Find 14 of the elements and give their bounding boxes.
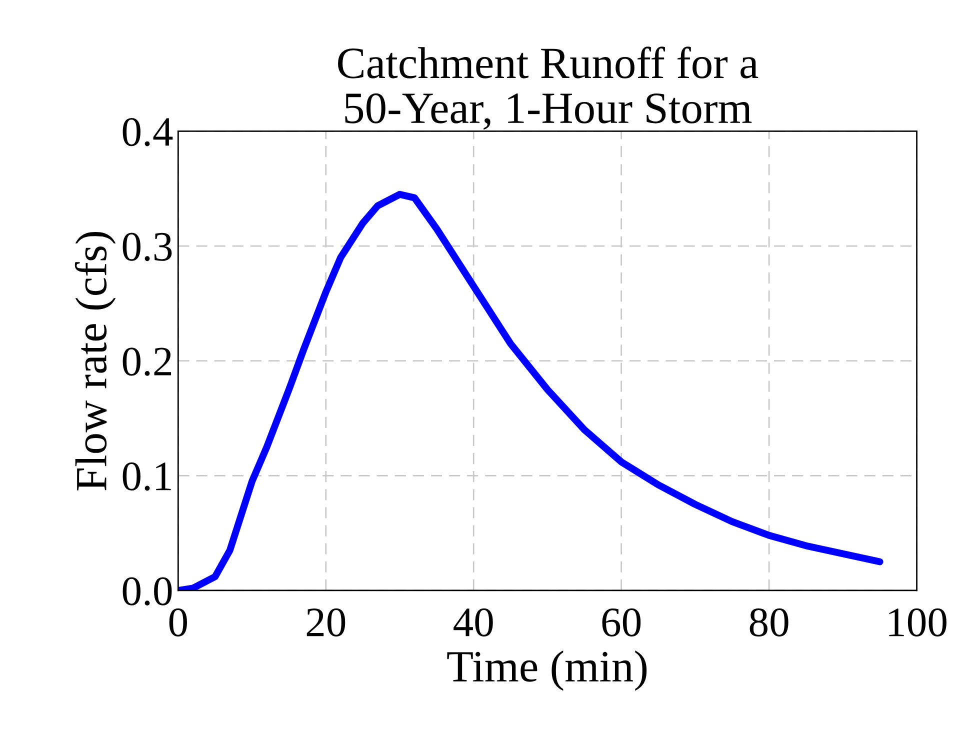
x-tick-label: 20 bbox=[306, 608, 346, 636]
y-tick-label: 0.1 bbox=[122, 462, 171, 491]
x-tick-label: 40 bbox=[454, 608, 493, 636]
x-tick-label: 0 bbox=[169, 608, 187, 636]
x-tick-label: 60 bbox=[602, 608, 641, 636]
y-tick-label: 0.3 bbox=[122, 232, 172, 262]
x-tick-label: 100 bbox=[889, 608, 946, 636]
chart-title: Catchment Runoff for a 50-Year, 1-Hour Storm bbox=[338, 46, 758, 130]
x-axis-title: Time (min) bbox=[447, 650, 647, 691]
y-tick-label: 0.2 bbox=[122, 348, 171, 376]
x-tick-label: 80 bbox=[750, 608, 788, 636]
y-axis-title: Flow rate (cfs) bbox=[74, 232, 116, 490]
y-tick-label: 0.0 bbox=[122, 577, 172, 606]
y-tick-label: 0.4 bbox=[122, 118, 173, 146]
